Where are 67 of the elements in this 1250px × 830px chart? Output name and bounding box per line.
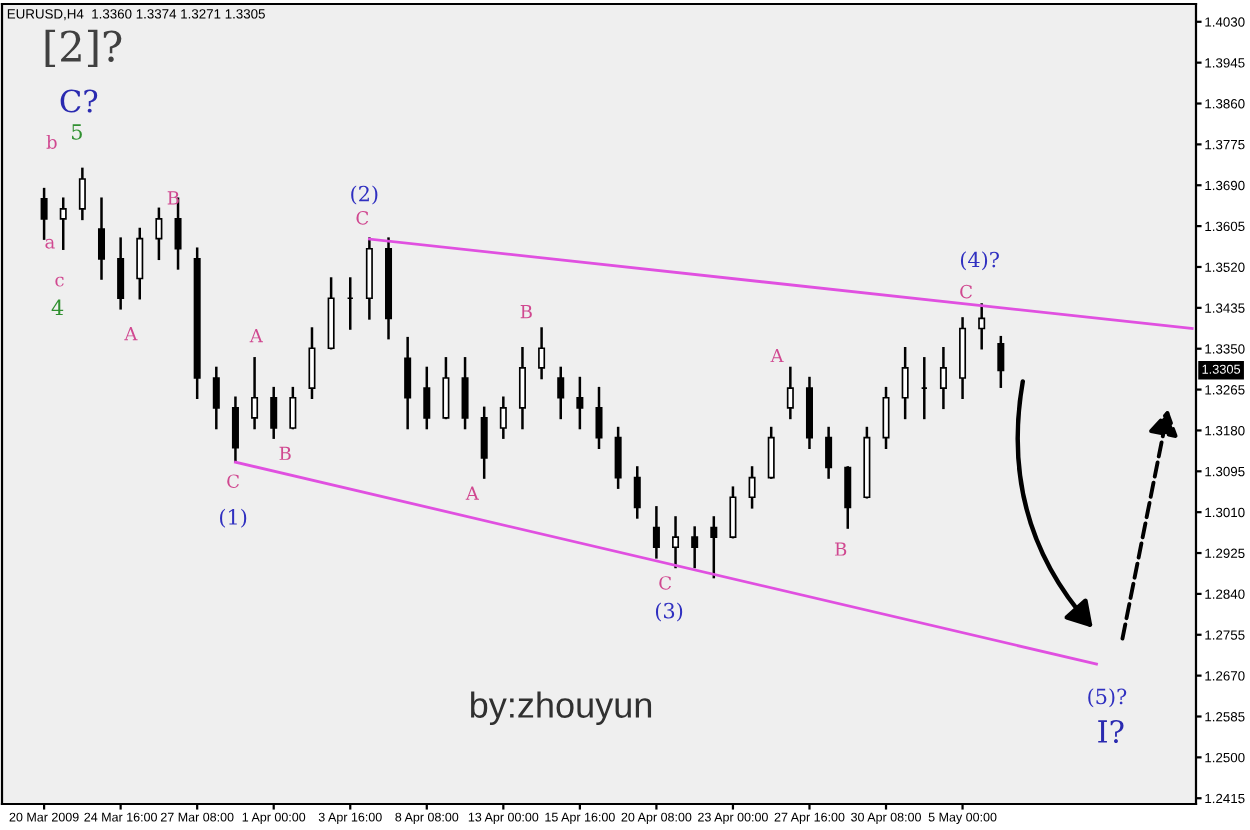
candlestick <box>270 386 278 439</box>
candlestick <box>901 346 909 420</box>
annotation: (1) <box>220 508 247 528</box>
candlestick <box>672 516 680 569</box>
annotation: (3) <box>655 602 683 622</box>
candlestick <box>633 466 641 519</box>
candlestick <box>59 197 67 250</box>
annotation: C? <box>60 89 98 113</box>
annotation: (2) <box>351 185 378 205</box>
candlestick <box>136 227 144 300</box>
candlestick <box>691 526 699 569</box>
candlestick <box>978 303 986 350</box>
candlestick <box>404 336 412 430</box>
annotation: (5)? <box>1088 688 1127 708</box>
candlestick <box>40 187 48 240</box>
candlestick <box>729 486 737 539</box>
candlestick <box>289 386 297 430</box>
candlestick <box>997 335 1005 388</box>
annotation: 4 <box>51 299 64 315</box>
candlestick <box>844 466 852 529</box>
annotation: A <box>124 326 138 341</box>
candlestick <box>251 357 259 430</box>
candlestick <box>117 237 125 310</box>
annotation: I? <box>1098 719 1124 744</box>
candlestick <box>518 346 526 430</box>
candlestick <box>212 366 220 430</box>
candlestick <box>97 197 106 280</box>
candlestick <box>231 396 239 463</box>
annotation: A <box>770 348 784 363</box>
candlestick <box>78 167 86 221</box>
annotation: C <box>356 211 369 225</box>
annotation: C <box>960 284 972 299</box>
candlestick <box>442 357 450 420</box>
annotation: A <box>465 486 480 500</box>
candlestick <box>308 327 316 399</box>
candlestick <box>786 366 794 420</box>
candlestick <box>614 426 622 489</box>
annotation: 5 <box>72 124 82 140</box>
candlestick <box>767 426 775 479</box>
annotation: b <box>46 134 57 149</box>
candlestick <box>576 376 584 430</box>
annotation: C <box>659 576 672 590</box>
candlestick <box>652 506 660 559</box>
annotation: [2]? <box>45 29 122 67</box>
candlestick <box>748 466 756 509</box>
candlestick <box>499 396 507 439</box>
annotation: C <box>227 474 239 489</box>
annotation: A <box>249 328 263 343</box>
candlestick <box>538 327 546 380</box>
candlestick <box>595 386 603 449</box>
annotation: B <box>835 542 847 556</box>
candlestick <box>461 357 469 430</box>
candlestick <box>557 366 565 420</box>
candlestick <box>939 346 947 410</box>
candlestick <box>710 516 718 579</box>
annotation: by:zhouyun <box>471 691 652 726</box>
annotation: (4)? <box>960 251 999 271</box>
annotation: B <box>279 446 291 460</box>
annotation: B <box>167 191 179 205</box>
annotation: B <box>520 305 532 319</box>
annotation: a <box>45 238 55 249</box>
annotation: c <box>55 276 64 287</box>
candlestick <box>825 426 833 479</box>
candlestick <box>882 386 890 449</box>
candlestick <box>480 406 488 479</box>
candlestick <box>423 366 431 430</box>
candlestick <box>155 207 163 261</box>
